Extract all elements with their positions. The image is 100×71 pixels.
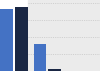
- Bar: [34, 44, 46, 71]
- Bar: [28, 0, 100, 71]
- Bar: [48, 69, 61, 71]
- Bar: [0, 9, 13, 71]
- Bar: [15, 7, 28, 71]
